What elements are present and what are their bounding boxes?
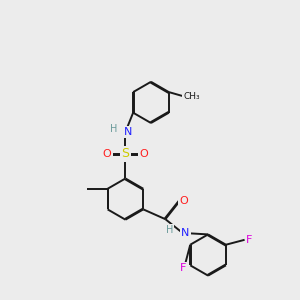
Text: H: H [166,226,173,236]
Text: O: O [102,149,111,159]
Text: N: N [124,127,132,137]
Text: H: H [110,124,117,134]
Text: N: N [181,228,189,238]
Text: O: O [140,149,148,159]
Text: O: O [179,196,188,206]
Text: S: S [122,147,130,161]
Text: F: F [246,235,253,245]
Text: F: F [180,263,186,273]
Text: CH₃: CH₃ [184,92,200,101]
